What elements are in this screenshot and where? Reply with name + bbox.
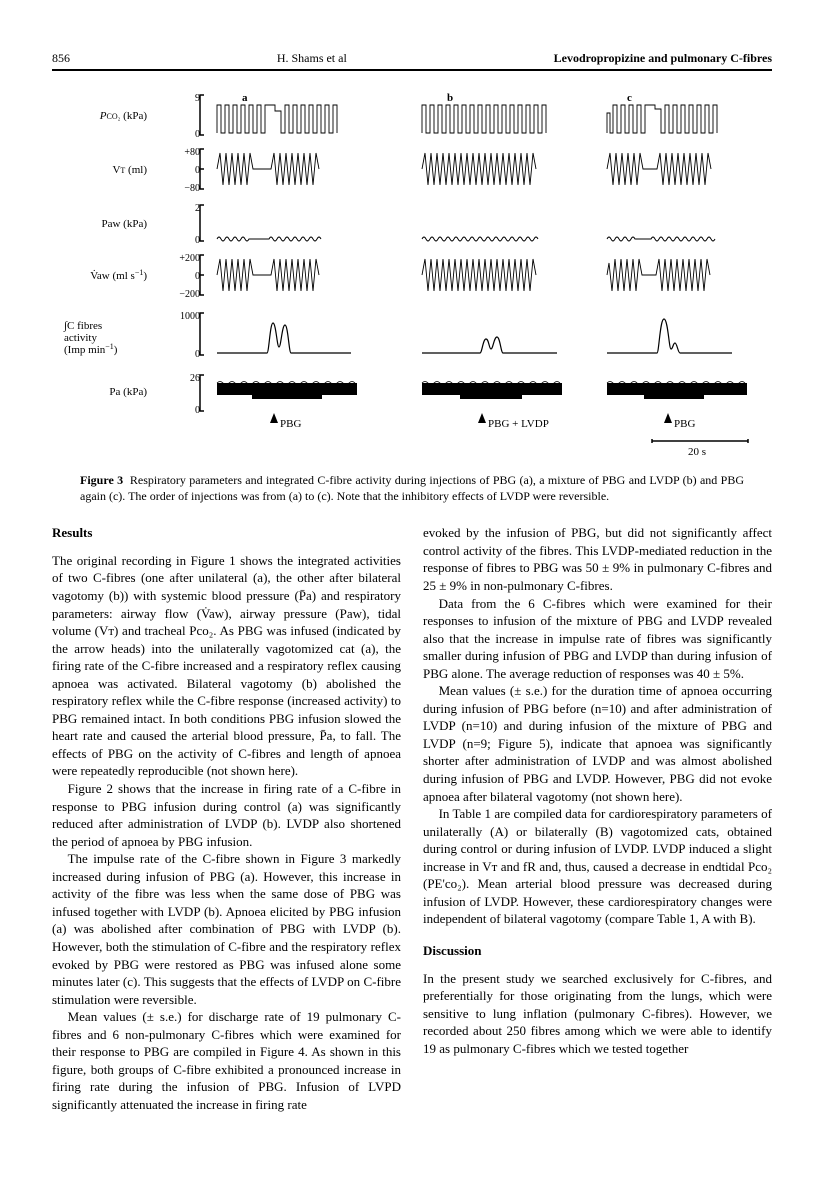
svg-text:+200: +200: [179, 253, 200, 264]
scale-bar-label: 20 s: [688, 446, 706, 458]
svg-text:−80: −80: [184, 183, 200, 194]
right-para-disc-0: In the present study we searched exclusi…: [423, 970, 772, 1058]
row-pco2: PCO₂ (kPa) 9 0: [99, 93, 717, 140]
svg-text:Paw (kPa): Paw (kPa): [101, 218, 147, 230]
row-cfibres: ∫C fibres activity (Imp min−1) 1000 0: [63, 311, 732, 360]
svg-text:Pa (kPa): Pa (kPa): [109, 386, 147, 398]
injection-label-c: PBG: [674, 418, 695, 430]
scale-bar: 20 s: [652, 439, 748, 458]
svg-text:PCO₂ (kPa): PCO₂ (kPa): [99, 110, 148, 122]
row-paw: Paw (kPa) 2 0: [101, 203, 715, 246]
discussion-heading: Discussion: [423, 942, 772, 960]
injection-label-b: PBG + LVDP: [488, 418, 549, 430]
row-vt: VT (ml) +80 0 −80: [112, 147, 711, 194]
body-columns: Results The original recording in Figure…: [52, 524, 772, 1113]
left-para-1: Figure 2 shows that the increase in firi…: [52, 780, 401, 850]
figure-svg: a b c PCO₂ (kPa) 9 0 VT (ml) +80 0 −80: [52, 89, 772, 459]
injection-arrows: PBG PBG + LVDP PBG: [270, 413, 695, 430]
row-pa: Pa (kPa) 26 0: [109, 373, 747, 416]
injection-label-a: PBG: [280, 418, 301, 430]
page-header: 856 H. Shams et al Levodropropizine and …: [52, 50, 772, 71]
svg-text:activity: activity: [64, 332, 97, 344]
panel-label-c: c: [627, 92, 632, 104]
figure-3: a b c PCO₂ (kPa) 9 0 VT (ml) +80 0 −80: [52, 89, 772, 459]
left-column: Results The original recording in Figure…: [52, 524, 401, 1113]
figure-caption-label: Figure 3: [80, 473, 123, 487]
svg-text:VT (ml): VT (ml): [112, 164, 147, 176]
left-para-3: Mean values (± s.e.) for discharge rate …: [52, 1008, 401, 1113]
svg-text:∫C fibres: ∫C fibres: [63, 320, 102, 332]
figure-caption-text: Respiratory parameters and integrated C-…: [80, 473, 744, 503]
panel-label-b: b: [447, 92, 453, 104]
header-title: Levodropropizine and pulmonary C-fibres: [554, 50, 772, 66]
svg-text:26: 26: [190, 373, 200, 384]
svg-text:(Imp min−1): (Imp min−1): [64, 342, 118, 356]
svg-text:V̇aw (ml s−1): V̇aw (ml s−1): [90, 268, 147, 282]
results-heading: Results: [52, 524, 401, 542]
panel-label-a: a: [242, 92, 248, 104]
right-column: evoked by the infusion of PBG, but did n…: [423, 524, 772, 1113]
svg-text:−200: −200: [179, 289, 200, 300]
header-authors: H. Shams et al: [277, 50, 347, 66]
row-vaw: V̇aw (ml s−1) +200 0 −200: [90, 253, 710, 300]
svg-text:1000: 1000: [180, 311, 200, 322]
svg-text:+80: +80: [184, 147, 200, 158]
right-para-3: In Table 1 are compiled data for cardior…: [423, 805, 772, 928]
page-number: 856: [52, 50, 70, 66]
right-para-1: Data from the 6 C-fibres which were exam…: [423, 595, 772, 683]
left-para-0: The original recording in Figure 1 shows…: [52, 552, 401, 780]
right-para-0: evoked by the infusion of PBG, but did n…: [423, 524, 772, 594]
figure-caption: Figure 3 Respiratory parameters and inte…: [80, 473, 744, 504]
right-para-2: Mean values (± s.e.) for the duration ti…: [423, 682, 772, 805]
left-para-2: The impulse rate of the C-fibre shown in…: [52, 850, 401, 1008]
